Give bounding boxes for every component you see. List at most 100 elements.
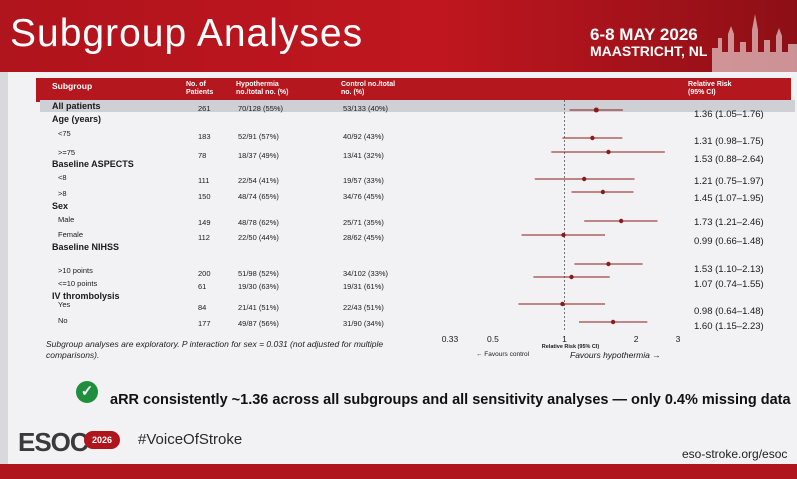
hypothermia-value: 52/91 (57%) — [238, 132, 279, 141]
relative-risk-value: 1.21 (0.75–1.97) — [694, 176, 764, 187]
axis-tick-label: 3 — [676, 334, 681, 344]
point-estimate — [606, 261, 611, 267]
patient-count: 200 — [198, 269, 211, 278]
point-estimate — [582, 176, 587, 182]
point-estimate — [600, 189, 606, 195]
relative-risk-value: 1.53 (0.88–2.64) — [694, 154, 764, 165]
hypothermia-value: 48/74 (65%) — [238, 192, 279, 201]
website-url: eso-stroke.org/esoc — [682, 447, 788, 461]
slide-body — [8, 72, 797, 464]
esoc-logo: ESOC — [18, 427, 89, 457]
column-header-control: Control no./total no. (%) — [341, 81, 396, 96]
control-value: 31/90 (34%) — [343, 319, 384, 328]
subgroup-category: Age (years) — [52, 114, 102, 124]
hashtag: #VoiceOfStroke — [138, 431, 243, 448]
patient-count: 111 — [198, 176, 210, 185]
year-badge: 2026 — [84, 431, 120, 449]
control-value: 34/76 (45%) — [343, 192, 384, 201]
subgroup-label: Male — [58, 215, 75, 224]
favours-hypothermia-label: Favours hypothermia → — [570, 350, 661, 360]
hypothermia-value: 19/30 (63%) — [238, 282, 279, 291]
control-value: 28/62 (45%) — [343, 233, 384, 242]
checkmark-icon: ✓ — [76, 381, 98, 403]
footnote: Subgroup analyses are exploratory. P int… — [46, 339, 384, 360]
control-value: 40/92 (43%) — [343, 132, 384, 141]
hypothermia-value: 51/98 (52%) — [238, 269, 279, 278]
patient-count: 261 — [198, 104, 211, 113]
control-value: 25/71 (35%) — [343, 218, 384, 227]
all-patients-highlight — [40, 100, 795, 112]
axis-tick-label: 0.5 — [487, 334, 499, 344]
slide-header: Subgroup Analyses 6-8 MAY 2026 MAASTRICH… — [0, 0, 797, 72]
subgroup-label: Yes — [58, 300, 71, 309]
axis-tick-label: 1 — [562, 334, 567, 344]
point-estimate — [590, 135, 595, 141]
relative-risk-value: 1.36 (1.05–1.76) — [694, 109, 764, 120]
relative-risk-value: 1.53 (1.10–2.13) — [694, 264, 764, 275]
relative-risk-value: 1.73 (1.21–2.46) — [694, 217, 764, 228]
hypothermia-value: 18/37 (49%) — [238, 151, 279, 160]
control-value: 53/133 (40%) — [343, 104, 389, 113]
patient-count: 149 — [198, 218, 211, 227]
subgroup-label: >8 — [58, 189, 67, 198]
forest-plot: 0.33 0.5 1 2 3 Relative Risk (95% CI) — [442, 100, 681, 350]
subgroup-label: Female — [58, 230, 84, 239]
subgroup-label: >=75 — [58, 148, 76, 157]
column-header-patients: No. of Patients — [186, 81, 214, 96]
event-location: MAASTRICHT, NL — [590, 43, 708, 59]
column-header-hypothermia: Hypothermia no./total no. (%) — [236, 81, 289, 96]
hypothermia-value: 22/54 (41%) — [238, 176, 279, 185]
point-estimate — [610, 319, 616, 325]
axis-tick-label: 2 — [634, 334, 639, 344]
relative-risk-value: 0.98 (0.64–1.48) — [694, 306, 764, 317]
patient-count: 84 — [198, 303, 207, 312]
control-value: 34/102 (33%) — [343, 269, 389, 278]
point-estimate — [606, 149, 611, 155]
column-header-relative-risk: Relative Risk (95% CI) — [688, 81, 732, 96]
page-title: Subgroup Analyses — [10, 12, 364, 55]
point-estimate — [593, 107, 599, 113]
relative-risk-value: 1.31 (0.98–1.75) — [694, 136, 764, 147]
relative-risk-value: 1.45 (1.07–1.95) — [694, 193, 764, 204]
hypothermia-value: 21/41 (51%) — [238, 303, 279, 312]
hypothermia-value: 49/87 (56%) — [238, 319, 279, 328]
subgroup-label: <75 — [58, 129, 71, 138]
x-axis-label: Relative Risk (95% CI) — [542, 344, 600, 350]
point-estimate — [569, 274, 574, 280]
point-estimate — [560, 301, 565, 307]
axis-tick-label: 0.33 — [442, 334, 459, 344]
subgroup-label: >10 points — [58, 266, 93, 275]
event-date: 6-8 MAY 2026 — [590, 25, 698, 44]
patient-count: 61 — [198, 282, 207, 291]
subgroup-category: Baseline NIHSS — [52, 242, 120, 252]
patient-count: 150 — [198, 192, 211, 201]
favours-control-label: ← Favours control — [476, 351, 530, 358]
column-header-subgroup: Subgroup — [52, 81, 93, 91]
relative-risk-value: 1.07 (0.74–1.55) — [694, 279, 764, 290]
footer-bar — [0, 464, 797, 479]
subgroup-label: All patients — [52, 101, 101, 111]
city-skyline-icon — [712, 14, 797, 72]
table-header: Subgroup No. of Patients Hypothermia no.… — [36, 78, 791, 102]
subgroup-label: <8 — [58, 173, 67, 182]
subgroup-category: IV thrombolysis — [52, 291, 120, 301]
control-value: 13/41 (32%) — [343, 151, 384, 160]
point-estimate — [561, 232, 566, 238]
hypothermia-value: 70/128 (55%) — [238, 104, 284, 113]
control-value: 22/43 (51%) — [343, 303, 384, 312]
hypothermia-value: 22/50 (44%) — [238, 233, 279, 242]
key-message: aRR consistently ~1.36 across all subgro… — [110, 392, 791, 408]
patient-count: 183 — [198, 132, 211, 141]
patient-count: 78 — [198, 151, 207, 160]
subgroup-category: Sex — [52, 201, 69, 211]
control-value: 19/31 (61%) — [343, 282, 384, 291]
control-value: 19/57 (33%) — [343, 176, 384, 185]
subgroup-label: No — [58, 316, 68, 325]
patient-count: 177 — [198, 319, 211, 328]
point-estimate — [618, 218, 624, 224]
hypothermia-value: 48/78 (62%) — [238, 218, 279, 227]
patient-count: 112 — [198, 233, 210, 242]
relative-risk-value: 1.60 (1.15–2.23) — [694, 321, 764, 332]
subgroup-label: <=10 points — [58, 279, 98, 288]
subgroup-category: Baseline ASPECTS — [52, 159, 134, 169]
